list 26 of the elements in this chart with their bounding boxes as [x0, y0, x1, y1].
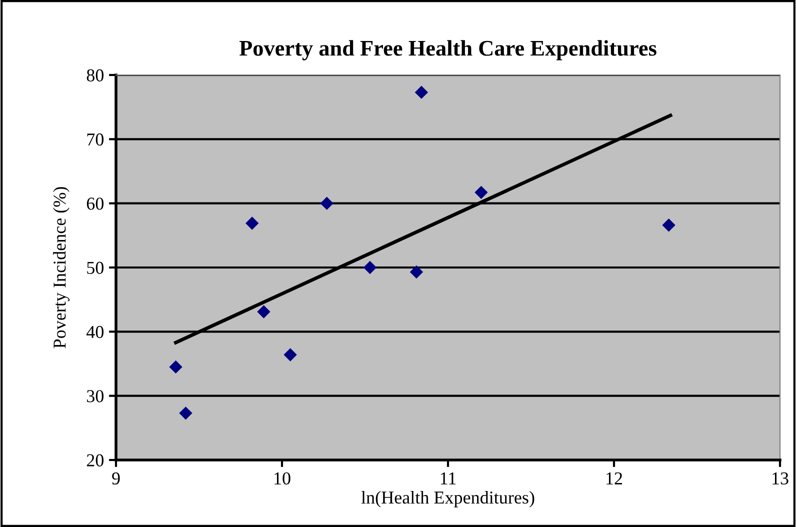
point [284, 348, 297, 362]
point [410, 265, 424, 279]
x-tick-label: 10 [274, 472, 290, 485]
y-tick-label: 60 [86, 198, 104, 210]
y-tick-label: 30 [87, 390, 104, 402]
point [363, 260, 377, 274]
y-tick-label: 80 [86, 69, 104, 82]
x-tick-label: 9 [112, 472, 120, 485]
point [662, 218, 676, 232]
point [320, 196, 334, 210]
y-tick-label: 20 [86, 454, 104, 466]
point [179, 406, 192, 420]
x-tick-label: 13 [772, 472, 788, 485]
point [169, 360, 182, 374]
chart-title: Poverty and Free Health Care Expenditures [239, 40, 656, 60]
point [246, 216, 259, 230]
y-tick-label: 70 [87, 133, 104, 146]
y-tick-label: 40 [86, 326, 104, 338]
point [414, 86, 428, 99]
y-axis-title: Poverty Incidence (%) [53, 187, 70, 348]
x-tick-label: 11 [440, 472, 456, 484]
x-axis-title: ln(Health Expenditures) [361, 490, 534, 508]
x-tick-label: 12 [606, 472, 622, 484]
point [257, 305, 270, 318]
y-tick-label: 50 [87, 262, 104, 274]
point [474, 186, 488, 200]
